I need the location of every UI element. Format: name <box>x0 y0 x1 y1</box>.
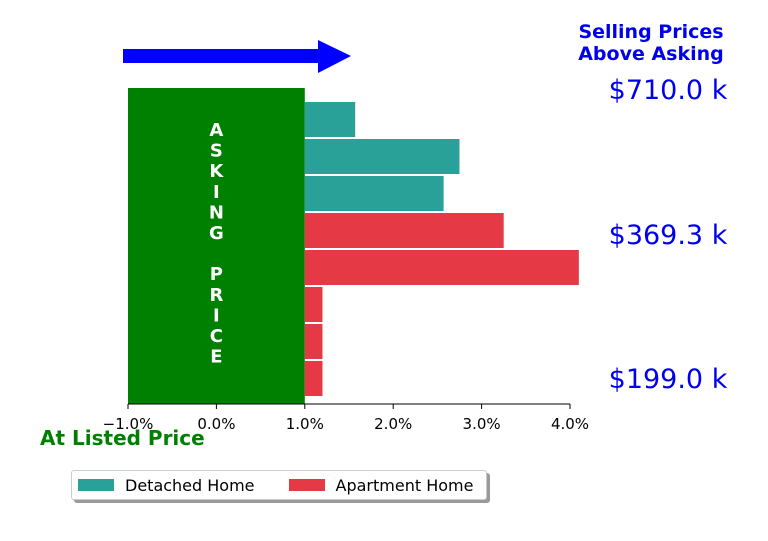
top-annotation-line-1: Selling Prices <box>578 21 723 43</box>
bar-apartment-5 <box>304 287 323 322</box>
asking-letter-8: R <box>209 285 223 306</box>
bar-detached-2 <box>304 176 444 211</box>
bar-detached-0 <box>304 102 356 137</box>
x-tick-label-2: 1.0% <box>286 415 324 433</box>
asking-letter-9: I <box>213 305 220 326</box>
bar-apartment-7 <box>304 361 323 396</box>
x-tick-label-5: 4.0% <box>551 415 589 433</box>
asking-letter-0: A <box>209 120 223 141</box>
x-tick-label-1: 0.0% <box>197 415 235 433</box>
asking-letter-10: C <box>210 326 223 347</box>
legend-label-detached: Detached Home <box>125 475 255 495</box>
price-label-bottom: $199.0 k <box>609 364 728 395</box>
bar-apartment-4 <box>304 250 579 285</box>
asking-letter-5: G <box>209 223 224 244</box>
bottom-annotation: At Listed Price <box>40 426 205 450</box>
asking-letter-4: N <box>209 202 224 223</box>
asking-letter-1: S <box>210 141 223 162</box>
x-axis: −1.0% 0.0% 1.0% 2.0% 3.0% 4.0% <box>103 403 589 433</box>
asking-letter-7: P <box>210 264 223 285</box>
annotations: Selling Prices Above Asking $710.0 k $36… <box>40 21 728 450</box>
bar-apartment-3 <box>304 213 504 248</box>
asking-letter-11: E <box>210 347 222 368</box>
legend-item-apartment: Apartment Home <box>288 475 474 495</box>
bar-apartment-6 <box>304 324 323 359</box>
asking-price-band <box>128 88 305 404</box>
arrow-shape <box>123 40 351 73</box>
asking-letter-3: I <box>213 182 220 203</box>
legend-item-detached: Detached Home <box>78 476 255 495</box>
top-annotation-line-2: Above Asking <box>578 43 724 65</box>
x-tick-label-0: −1.0% <box>103 415 154 433</box>
bars <box>304 102 579 396</box>
asking-band-rect <box>128 88 305 404</box>
arrow-icon <box>123 40 351 73</box>
x-tick-label-3: 2.0% <box>374 415 412 433</box>
x-tick-label-4: 3.0% <box>463 415 501 433</box>
bar-detached-1 <box>304 139 460 174</box>
legend-label-apartment: Apartment Home <box>335 475 474 495</box>
asking-letter-2: K <box>209 161 224 182</box>
legend: Detached Home Apartment Home <box>71 470 487 500</box>
price-label-middle: $369.3 k <box>609 220 728 251</box>
legend-swatch-detached <box>78 479 114 491</box>
legend-swatch-apartment <box>288 479 325 491</box>
price-label-top: $710.0 k <box>609 75 728 106</box>
